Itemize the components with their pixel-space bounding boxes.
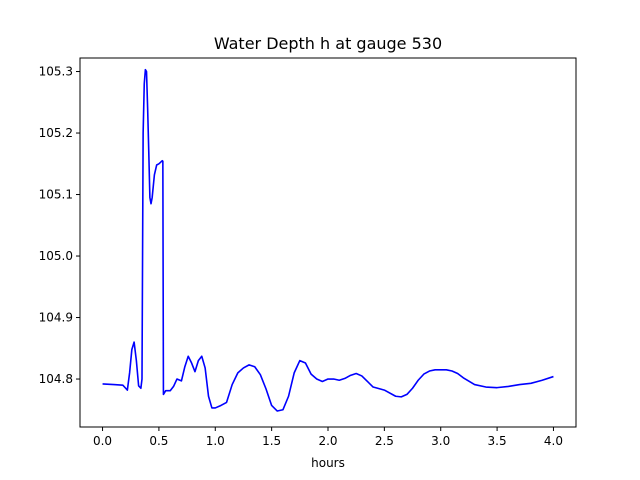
plot-frame [79, 57, 577, 428]
series-line-1 [102, 68, 554, 412]
y-axis-ticks: 104.8 104.9 105.0 105.1 105.2 105.3 [39, 65, 80, 386]
x-tick-label: 3.5 [488, 434, 507, 448]
x-axis-ticks: 0.0 0.5 1.0 1.5 2.0 2.5 3.0 3.5 4.0 [93, 427, 563, 448]
y-tick-label: 105.1 [39, 188, 73, 202]
x-tick-label: 3.0 [431, 434, 450, 448]
chart-title: Water Depth h at gauge 530 [214, 34, 442, 53]
y-tick-label: 105.3 [39, 65, 73, 79]
x-tick-label: 0.0 [93, 434, 112, 448]
x-axis-label: hours [311, 456, 345, 470]
plot-area [80, 58, 576, 427]
x-tick-label: 2.5 [375, 434, 394, 448]
series-layer [102, 68, 554, 412]
y-tick-label: 104.9 [39, 311, 73, 325]
x-tick-label: 1.5 [262, 434, 281, 448]
y-tick-label: 105.0 [39, 249, 73, 263]
y-tick-label: 105.2 [39, 126, 73, 140]
x-tick-label: 4.0 [544, 434, 563, 448]
y-tick-label: 104.8 [39, 372, 73, 386]
x-tick-label: 0.5 [149, 434, 168, 448]
x-tick-label: 2.0 [318, 434, 337, 448]
x-tick-label: 1.0 [206, 434, 225, 448]
